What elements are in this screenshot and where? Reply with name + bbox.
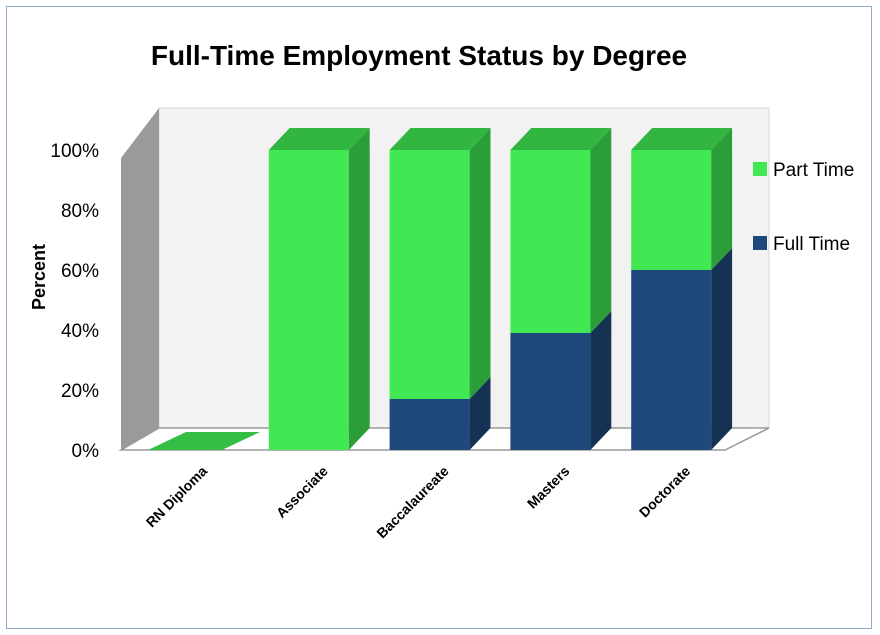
stacked-bar-chart: Full-Time Employment Status by Degree 0%… (29, 40, 854, 542)
x-category-label: Doctorate (636, 463, 694, 521)
bar-part-time-side (348, 128, 370, 450)
bar-part-time-side (469, 128, 491, 399)
bar-part-time-top (389, 128, 491, 150)
bar-full-time (510, 333, 591, 450)
bar-full-time-side (711, 248, 733, 450)
x-axis-categories: RN Diploma Associate Baccalaureate Masters D… (143, 463, 694, 542)
x-category-label: Baccalaureate (373, 463, 452, 542)
bar-part-time (268, 150, 349, 450)
legend: Part Time Full Time (753, 160, 854, 255)
chart-title: Full-Time Employment Status by Degree (151, 40, 687, 71)
y-tick-label: 100% (50, 141, 99, 162)
side-wall (121, 108, 159, 450)
bar-part-time-side (711, 128, 733, 270)
legend-label: Full Time (773, 234, 850, 255)
y-axis-label: Percent (29, 244, 49, 310)
bar-part-time (510, 150, 591, 333)
chart-bars (148, 128, 733, 450)
x-category-label: Associate (273, 463, 331, 521)
bar-part-time-top (510, 128, 612, 150)
y-axis-ticks: 0% 20% 40% 60% 80% 100% (50, 141, 99, 462)
bar-full-time (389, 399, 470, 450)
y-tick-label: 80% (61, 201, 99, 222)
y-tick-label: 20% (61, 381, 99, 402)
legend-swatch (753, 236, 767, 250)
bar-part-time (631, 150, 712, 270)
bar-base-tile (148, 432, 260, 450)
bar-part-time-side (590, 128, 612, 333)
x-category-label: RN Diploma (143, 463, 211, 531)
legend-swatch (753, 162, 767, 176)
bar-full-time (631, 270, 712, 450)
chart-frame: Full-Time Employment Status by Degree 0%… (6, 6, 872, 629)
bar-part-time-top (268, 128, 370, 150)
bar-full-time-side (469, 377, 491, 450)
bar-part-time (389, 150, 470, 399)
y-tick-label: 40% (61, 321, 99, 342)
x-category-label: Masters (524, 463, 573, 512)
bar-full-time-side (590, 311, 612, 450)
y-tick-label: 60% (61, 261, 99, 282)
y-tick-label: 0% (72, 441, 100, 462)
legend-label: Part Time (773, 160, 854, 181)
bar-part-time-top (631, 128, 733, 150)
